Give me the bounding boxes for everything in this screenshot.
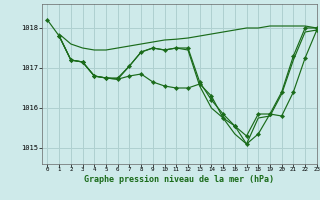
X-axis label: Graphe pression niveau de la mer (hPa): Graphe pression niveau de la mer (hPa)	[84, 175, 274, 184]
